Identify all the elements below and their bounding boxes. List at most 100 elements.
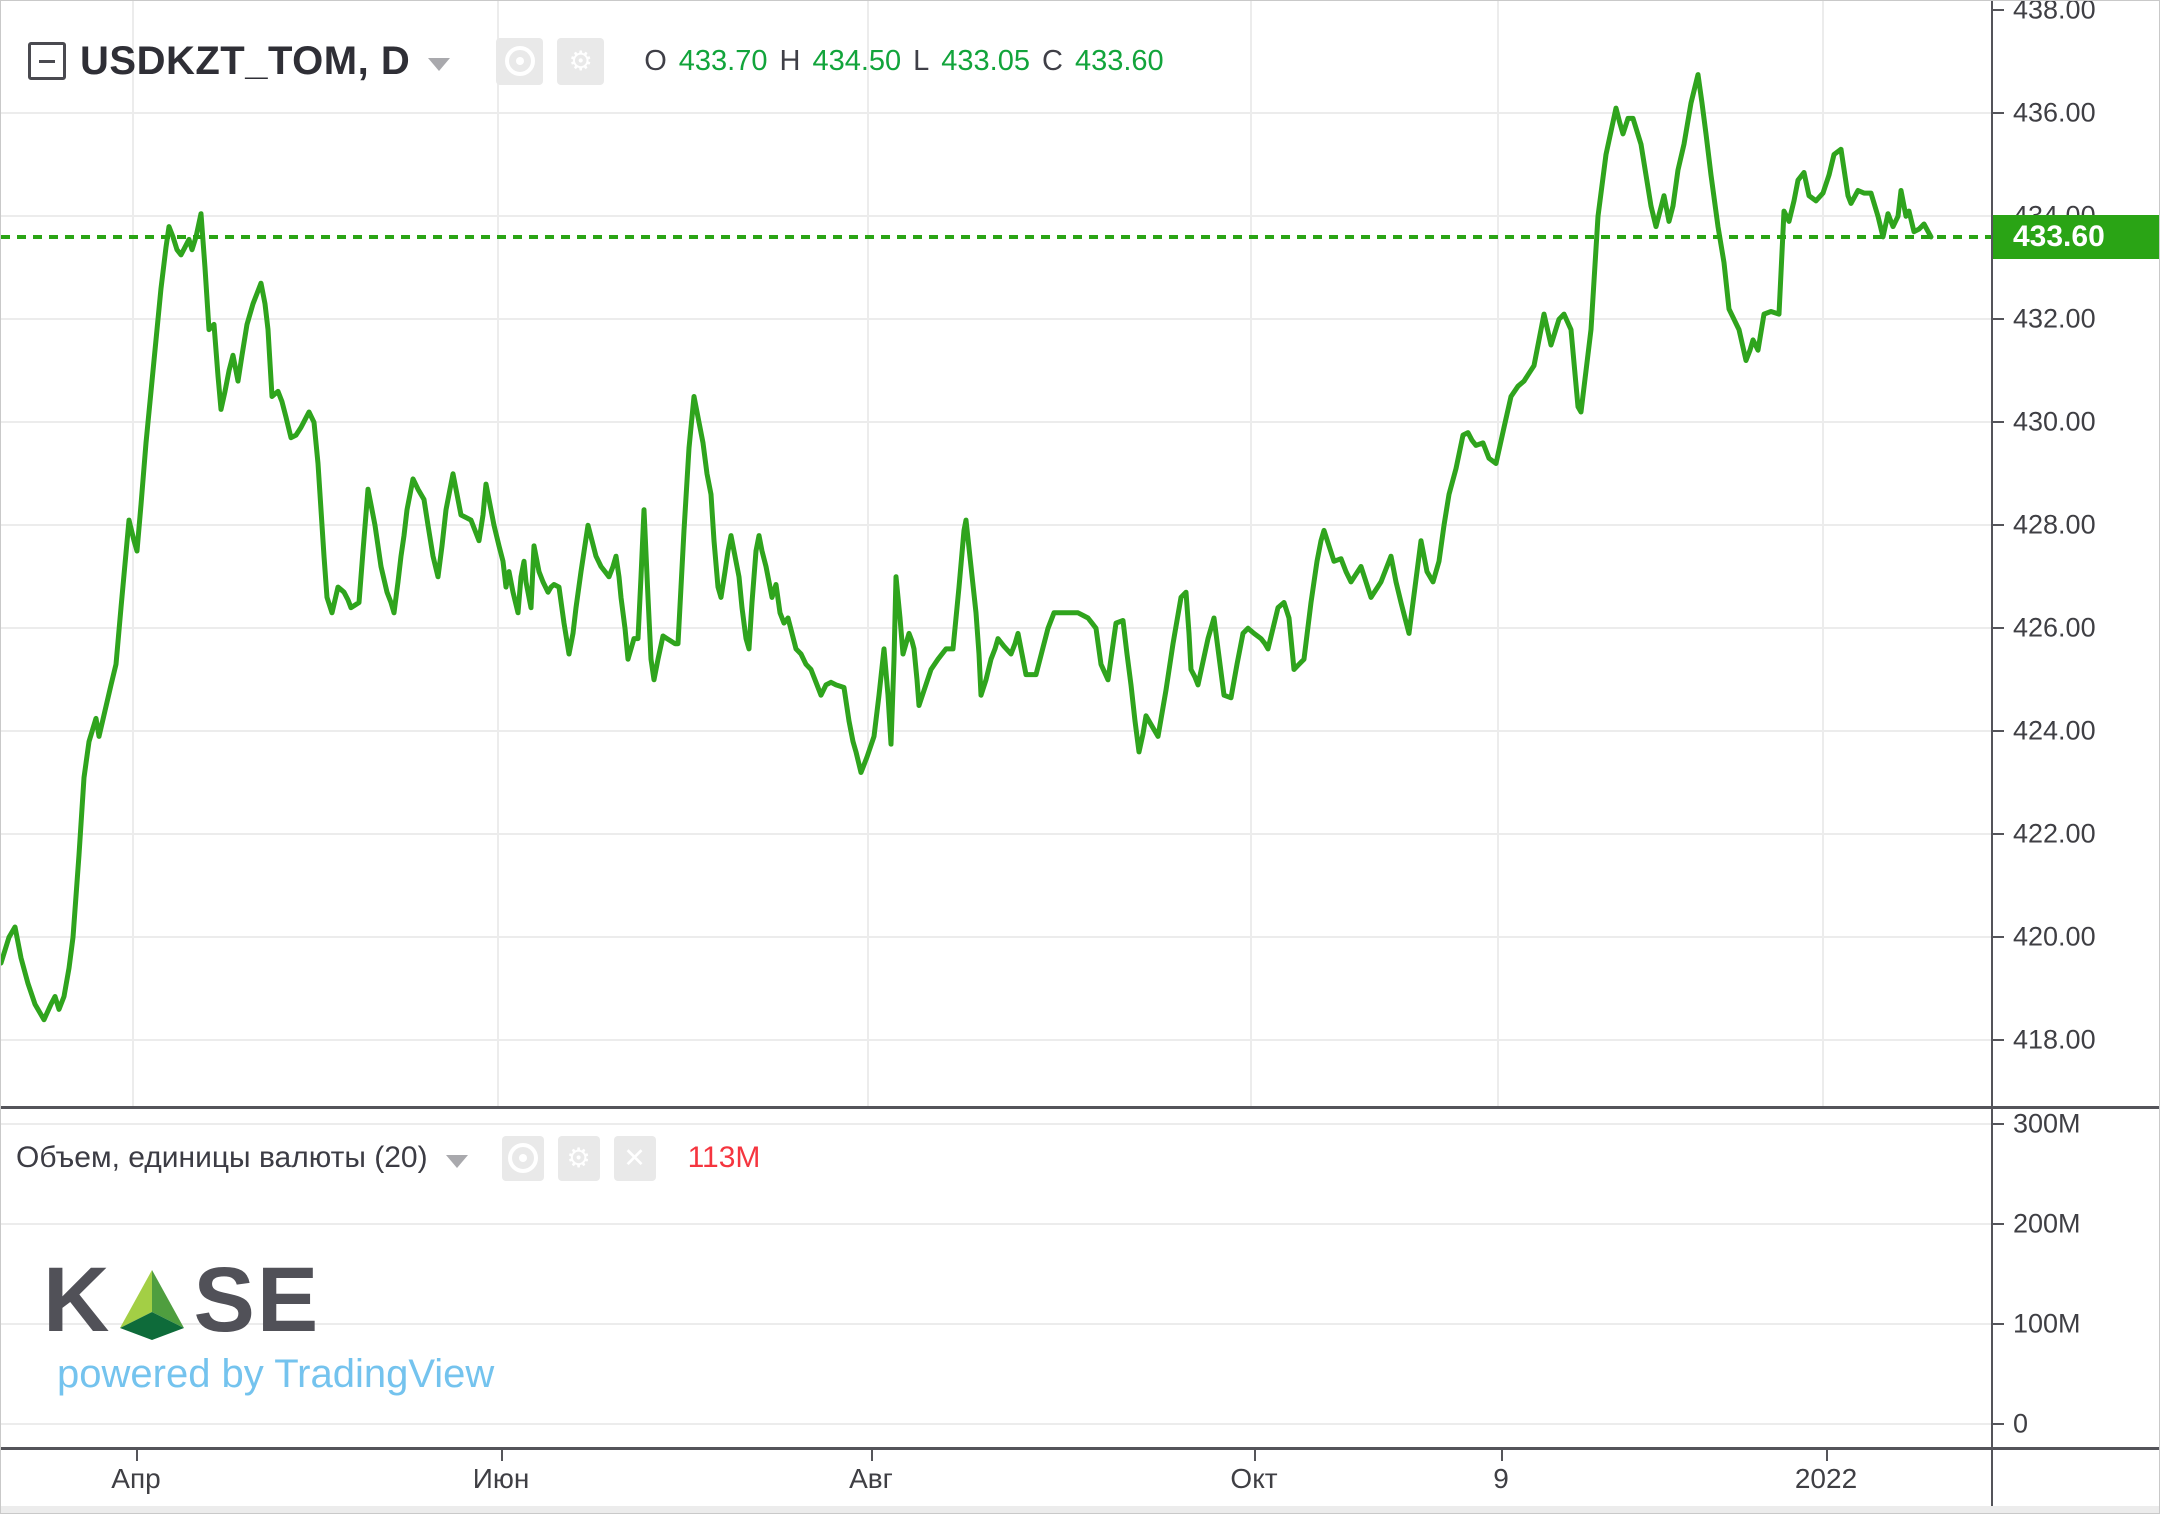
time-tick-label: Апр bbox=[111, 1463, 161, 1494]
close-label: C bbox=[1041, 44, 1063, 77]
gear-icon: ⚙ bbox=[568, 45, 593, 76]
eye-icon bbox=[507, 1143, 538, 1173]
time-tick bbox=[1501, 1450, 1503, 1461]
time-gridline bbox=[867, 1, 869, 1106]
time-tick-label: Авг bbox=[849, 1463, 893, 1494]
caret-down-icon[interactable] bbox=[428, 57, 451, 71]
price-tick bbox=[1993, 421, 2004, 424]
volume-title[interactable]: Объем, единицы валюты (20) bbox=[16, 1141, 428, 1174]
price-tick bbox=[1993, 524, 2004, 527]
time-tick bbox=[501, 1450, 503, 1461]
price-tick-label: 430.00 bbox=[2013, 406, 2096, 437]
price-tick-label: 420.00 bbox=[2013, 921, 2096, 952]
volume-current-value: 113M bbox=[687, 1141, 761, 1174]
price-tick bbox=[1993, 318, 2004, 321]
time-tick bbox=[871, 1450, 873, 1461]
symbol-title[interactable]: USDKZT_TOM, D bbox=[80, 38, 411, 83]
volume-tick bbox=[1993, 1423, 2004, 1425]
volume-tick bbox=[1993, 1223, 2004, 1225]
price-gridline bbox=[1, 627, 1991, 630]
price-gridline bbox=[1, 730, 1991, 733]
collapse-icon[interactable] bbox=[28, 42, 66, 80]
close-icon: ✕ bbox=[623, 1142, 646, 1173]
price-tick bbox=[1993, 627, 2004, 630]
price-tick-label: 424.00 bbox=[2013, 715, 2096, 746]
watermark: K SE powered by TradingView bbox=[43, 1249, 495, 1397]
eye-icon bbox=[504, 46, 535, 76]
time-gridline bbox=[1497, 1, 1499, 1106]
volume-gridline bbox=[1, 1223, 1991, 1225]
volume-pane-header: Объем, единицы валюты (20) ⚙ ✕ 113M bbox=[16, 1129, 760, 1187]
volume-gridline bbox=[1, 1323, 1991, 1325]
time-tick bbox=[1826, 1450, 1828, 1461]
price-gridline bbox=[1, 524, 1991, 527]
time-axis-line bbox=[1, 1447, 2159, 1450]
ohlc-readout: O 433.70 H 434.50 L 433.05 C 433.60 bbox=[644, 45, 1163, 78]
kase-letter-k: K bbox=[43, 1249, 112, 1351]
gear-button[interactable]: ⚙ bbox=[557, 1135, 600, 1181]
time-gridline bbox=[497, 1, 499, 1106]
time-gridline bbox=[1822, 1, 1824, 1106]
caret-down-icon[interactable] bbox=[445, 1154, 468, 1168]
price-gridline bbox=[1, 1039, 1991, 1042]
time-tick bbox=[1254, 1450, 1256, 1461]
eye-button[interactable] bbox=[496, 37, 544, 85]
volume-tick bbox=[1993, 1323, 2004, 1325]
volume-gridline bbox=[1, 1123, 1991, 1125]
gear-button[interactable]: ⚙ bbox=[557, 37, 605, 85]
time-tick-label: 2022 bbox=[1794, 1463, 1858, 1494]
price-tick bbox=[1993, 112, 2004, 115]
price-tick bbox=[1993, 9, 2004, 12]
high-label: H bbox=[779, 44, 801, 77]
low-label: L bbox=[913, 44, 930, 77]
price-gridline bbox=[1, 215, 1991, 218]
bottom-strip bbox=[1, 1506, 2159, 1513]
kase-logo: K SE bbox=[43, 1249, 494, 1351]
price-pane[interactable]: USDKZT_TOM, D ⚙ O 433.70 H 434.50 L 433.… bbox=[1, 1, 1991, 1106]
price-gridline bbox=[1, 421, 1991, 424]
kase-triangle-icon bbox=[120, 1269, 185, 1340]
volume-tick bbox=[1993, 1123, 2004, 1125]
price-tick bbox=[1993, 1039, 2004, 1042]
volume-tick-label: 200M bbox=[2013, 1208, 2081, 1239]
price-tick bbox=[1993, 936, 2004, 939]
time-tick-label: 9 bbox=[1493, 1463, 1509, 1494]
price-tick-label: 432.00 bbox=[2013, 303, 2096, 334]
price-tick-label: 426.00 bbox=[2013, 612, 2096, 643]
volume-tick-label: 300M bbox=[2013, 1108, 2081, 1139]
kase-letters-se: SE bbox=[193, 1249, 321, 1351]
price-pane-header: USDKZT_TOM, D ⚙ O 433.70 H 434.50 L 433.… bbox=[28, 29, 1164, 93]
price-axis-border bbox=[1991, 1, 1993, 1513]
price-tick-label: 436.00 bbox=[2013, 97, 2096, 128]
eye-button[interactable] bbox=[501, 1135, 544, 1181]
price-gridline bbox=[1, 936, 1991, 939]
powered-by-tradingview: powered by TradingView bbox=[57, 1351, 495, 1396]
volume-tick-label: 0 bbox=[2013, 1408, 2029, 1439]
time-tick-label: Июн bbox=[472, 1463, 530, 1494]
price-tick-label: 428.00 bbox=[2013, 509, 2096, 540]
time-gridline bbox=[1250, 1, 1252, 1106]
last-price-dotted-line bbox=[1, 234, 1991, 239]
price-tick bbox=[1993, 833, 2004, 836]
volume-tick-label: 100M bbox=[2013, 1308, 2081, 1339]
volume-pane[interactable] bbox=[1, 1109, 1991, 1447]
close-value: 433.60 bbox=[1074, 44, 1164, 77]
time-tick bbox=[136, 1450, 138, 1461]
price-tick-label: 438.00 bbox=[2013, 0, 2096, 25]
price-tick-label: 418.00 bbox=[2013, 1024, 2096, 1055]
volume-gridline bbox=[1, 1423, 1991, 1425]
time-tick-label: Окт bbox=[1230, 1463, 1278, 1494]
open-value: 433.70 bbox=[678, 44, 768, 77]
close-button[interactable]: ✕ bbox=[613, 1135, 656, 1181]
price-gridline bbox=[1, 833, 1991, 836]
time-gridline bbox=[132, 1, 134, 1106]
price-line bbox=[1, 72, 1934, 1023]
price-gridline bbox=[1, 318, 1991, 321]
low-value: 433.05 bbox=[941, 44, 1030, 77]
last-price-label: 433.60 bbox=[1993, 214, 2159, 259]
high-value: 434.50 bbox=[812, 44, 902, 77]
gear-icon: ⚙ bbox=[566, 1142, 591, 1173]
price-tick-label: 422.00 bbox=[2013, 818, 2096, 849]
pane-divider[interactable] bbox=[1, 1106, 2159, 1109]
price-line-chart bbox=[1, 72, 1934, 1023]
